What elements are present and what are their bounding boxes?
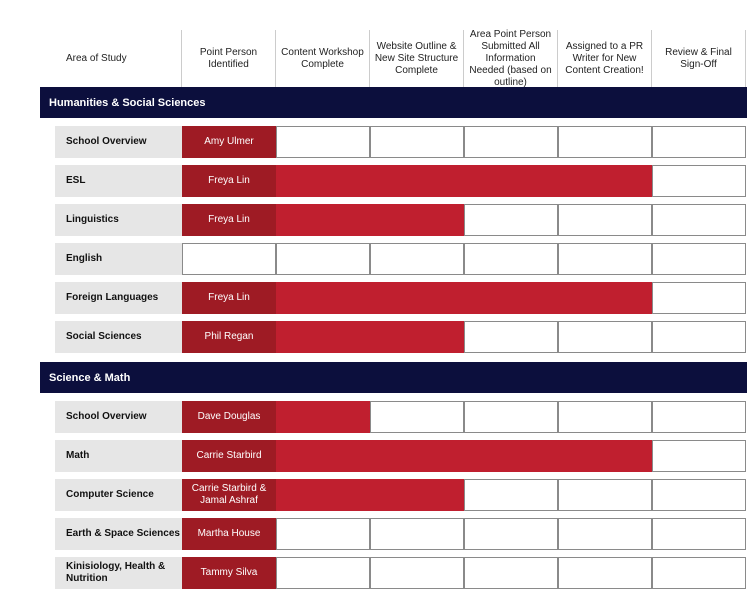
stage-cell (558, 557, 652, 589)
stage-cell (652, 165, 746, 197)
stage-cell (652, 518, 746, 550)
row-label: Foreign Languages (55, 282, 182, 314)
stage-cell (652, 204, 746, 236)
stage-cell (652, 440, 746, 472)
row-label: Earth & Space Sciences (55, 518, 182, 550)
stage-cell (370, 401, 464, 433)
stage-cell (558, 479, 652, 511)
stage-cell (558, 518, 652, 550)
row-label: Linguistics (55, 204, 182, 236)
progress-bar (276, 479, 464, 511)
person-name: Freya Lin (208, 214, 250, 225)
stage-cell (558, 243, 652, 275)
header-cell: Point Person Identified (182, 30, 276, 88)
section-header: Science & Math (40, 362, 747, 393)
progress-bar (276, 282, 652, 314)
stage-cell (464, 204, 558, 236)
stage-cell (558, 321, 652, 353)
person-name: Carrie Starbird (196, 450, 262, 461)
stage-cell (464, 401, 558, 433)
stage-cell (652, 401, 746, 433)
stage-cell (464, 518, 558, 550)
progress-bar (276, 401, 370, 433)
person-cell (182, 557, 276, 589)
stage-cell (276, 518, 370, 550)
row-label: English (55, 243, 182, 275)
row-label: School Overview (55, 401, 182, 433)
stage-cell (652, 126, 746, 158)
person-name: Carrie Starbird & Jamal Ashraf (191, 483, 267, 506)
stage-cell (276, 126, 370, 158)
header-cell: Website Outline & New Site Structure Com… (370, 30, 464, 88)
stage-cell (276, 557, 370, 589)
stage-cell (370, 557, 464, 589)
header-cell: Content Workshop Complete (276, 30, 370, 88)
row-label: Social Sciences (55, 321, 182, 353)
stage-cell (370, 243, 464, 275)
progress-bar (276, 165, 652, 197)
person-cell (182, 440, 276, 472)
row-label: Kinisiology, Health & Nutrition (55, 557, 182, 589)
stage-cell (370, 126, 464, 158)
person-cell (182, 165, 276, 197)
progress-bar (276, 321, 464, 353)
stage-cell (464, 126, 558, 158)
person-name: Amy Ulmer (204, 136, 254, 147)
person-cell (182, 282, 276, 314)
person-name: Dave Douglas (197, 411, 261, 422)
person-cell (182, 321, 276, 353)
stage-cell (370, 518, 464, 550)
stage-cell (464, 321, 558, 353)
row-label: Math (55, 440, 182, 472)
stage-cell (652, 282, 746, 314)
stage-cell (558, 204, 652, 236)
person-cell (182, 401, 276, 433)
stage-cell (558, 401, 652, 433)
stage-cell (464, 479, 558, 511)
stage-cell (464, 557, 558, 589)
person-cell (182, 479, 276, 511)
stage-cell (652, 479, 746, 511)
stage-cell (652, 243, 746, 275)
header-cell: Area Point Person Submitted All Informat… (464, 29, 558, 88)
person-name: Phil Regan (204, 331, 254, 342)
stage-cell (652, 321, 746, 353)
person-name: Freya Lin (208, 292, 250, 303)
person-name: Freya Lin (208, 175, 250, 186)
row-label: ESL (55, 165, 182, 197)
person-name: Tammy Silva (200, 567, 258, 578)
stage-cell (276, 243, 370, 275)
row-label: School Overview (55, 126, 182, 158)
person-cell (182, 126, 276, 158)
stage-cell (652, 557, 746, 589)
person-cell (182, 518, 276, 550)
section-header: Humanities & Social Sciences (40, 87, 747, 118)
stage-cell (182, 243, 276, 275)
person-cell (182, 204, 276, 236)
header-cell: Review & Final Sign-Off (652, 30, 746, 88)
progress-bar (276, 440, 652, 472)
header-cell: Area of Study (40, 30, 182, 88)
stage-cell (558, 126, 652, 158)
header-cell: Assigned to a PR Writer for New Content … (558, 30, 652, 88)
row-label: Computer Science (55, 479, 182, 511)
progress-bar (276, 204, 464, 236)
stage-cell (464, 243, 558, 275)
person-name: Martha House (197, 528, 261, 539)
